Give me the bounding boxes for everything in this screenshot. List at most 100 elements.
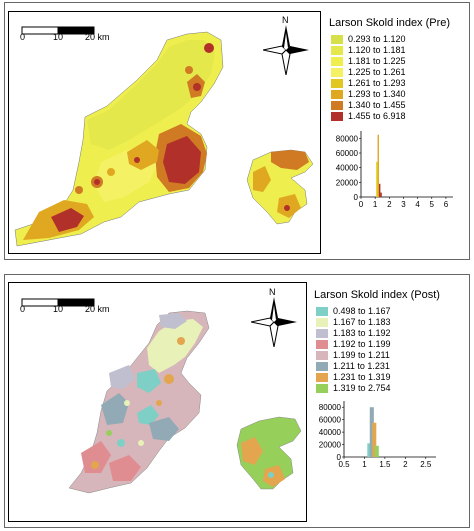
pre-hist-bar [377, 134, 379, 197]
post-legend-swatch [316, 340, 328, 349]
post-legend-label: 1.211 to 1.231 [333, 361, 390, 371]
post-hist-bar [367, 443, 372, 457]
post-legend-label: 1.319 to 2.754 [333, 383, 391, 393]
post-east-zone-orange2 [263, 465, 285, 487]
pre-zone-red-west [51, 208, 84, 232]
pre-legend-label: 0.293 to 1.120 [348, 34, 406, 44]
post-legend-swatch [316, 373, 328, 382]
post-legend-label: 1.192 to 1.199 [333, 339, 391, 349]
post-hist-bar [369, 407, 374, 457]
pre-legend-label: 1.261 to 1.293 [348, 78, 406, 88]
pre-hist-y-tick-label: 20000 [336, 178, 359, 187]
pre-scalebar-graphic [21, 26, 95, 35]
pre-legend-swatch [331, 35, 343, 44]
post-legend-label: 1.183 to 1.192 [333, 328, 391, 338]
post-legend-title: Larson Skold index (Post) [314, 289, 440, 301]
post-hist-y-tick-label: 0 [337, 453, 342, 462]
post-hist-x-tick-label: 2 [403, 460, 408, 469]
post-zone-bluegrey-center [149, 417, 179, 441]
post-legend-label: 1.167 to 1.183 [333, 317, 391, 327]
post-scale-label-10: 10 [53, 304, 64, 314]
post-legend-swatch [316, 318, 328, 327]
pre-hist-bar [378, 183, 381, 197]
north-arrow-icon [250, 297, 297, 352]
post-east-island [236, 416, 302, 490]
north-arrow-icon [262, 25, 309, 80]
pre-legend-label: 1.340 to 1.455 [348, 100, 406, 110]
post-hist-bar [372, 422, 377, 457]
post-compass-graphic [250, 297, 297, 348]
post-zone-grey-mid [109, 365, 135, 389]
pre-hist-x-tick-label: 1 [373, 200, 378, 209]
post-zone-bluegrey-west [101, 393, 129, 425]
pre-legend-label: 1.225 to 1.261 [348, 67, 406, 77]
pre-scale-label-0: 0 [20, 32, 26, 42]
pre-hist-x-tick-label: 6 [444, 200, 449, 209]
pre-zone-red-east [163, 136, 201, 184]
pre-scale-label-10: 10 [53, 32, 64, 42]
pre-legend-swatch [331, 57, 343, 66]
post-north-label: N [269, 287, 276, 297]
post-map-panel: 0 10 20 km N Larson Skold index (Post) 0… [4, 274, 470, 528]
pre-map [14, 31, 314, 247]
post-legend-swatch [316, 307, 328, 316]
pre-north-label: N [282, 15, 289, 25]
post-histogram-chart: 80000 60000 40000 20000 00.5 1 1.5 2 2.5 [319, 401, 436, 469]
post-legend-swatch [316, 329, 328, 338]
pre-east-zone-orange [271, 150, 309, 170]
pre-legend-label: 1.120 to 1.181 [348, 45, 406, 55]
post-scalebar [21, 295, 101, 313]
pre-legend-label: 1.455 to 6.918 [348, 111, 406, 121]
post-hist-y-tick-label: 40000 [319, 428, 342, 437]
pre-legend-swatch [331, 79, 343, 88]
pre-legend-title: Larson Skold index (Pre) [329, 17, 451, 29]
post-hist-x-tick-label: 1.5 [379, 460, 391, 469]
post-zone-teal-mid [137, 369, 161, 393]
pre-hist-x-tick-label: 3 [401, 200, 406, 209]
post-legend-label: 1.231 to 1.319 [333, 372, 391, 382]
pre-compass-graphic [262, 25, 309, 76]
pre-hist-x-tick-label: 4 [415, 200, 420, 209]
post-hist-y-tick-label: 20000 [319, 441, 342, 450]
post-histogram: 80000 60000 40000 20000 0 0.5 1 1.5 2 2.5 [308, 395, 442, 476]
pre-legend-swatch [331, 90, 343, 99]
post-legend-swatch [316, 351, 328, 360]
post-hist-y-tick-label: 60000 [319, 416, 342, 425]
post-hist-y-tick-label: 80000 [319, 403, 342, 412]
post-zone-grey-north [159, 313, 187, 329]
pre-legend-swatch [331, 46, 343, 55]
post-legend-label: 0.498 to 1.167 [333, 306, 391, 316]
pre-hist-x-tick-label: 2 [387, 200, 392, 209]
post-hist-x-tick-label: 2.5 [420, 460, 432, 469]
pre-hist-y-tick-label: 80000 [336, 134, 359, 143]
post-scale-label-20: 20 km [85, 304, 110, 314]
pre-hist-bar [376, 161, 378, 197]
post-zone-pink-west [81, 441, 111, 473]
pre-hist-y-tick-label: 60000 [336, 149, 359, 158]
pre-legend-swatch [331, 68, 343, 77]
post-hist-x-tick-label: 1 [362, 460, 367, 469]
pre-legend-swatch [331, 101, 343, 110]
post-legend-label: 1.199 to 1.211 [333, 350, 390, 360]
pre-scalebar [21, 23, 101, 41]
post-legend-swatch [316, 362, 328, 371]
post-map [68, 310, 302, 494]
pre-zone-light [87, 40, 215, 150]
post-legend: Larson Skold index (Post) 0.498 to 1.167… [314, 289, 464, 394]
pre-map-panel: 0 10 20 km N Larson Skold index (Pre) 0.… [4, 2, 470, 260]
pre-legend-swatch [331, 112, 343, 121]
post-east-zone-orange [241, 437, 263, 465]
pre-legend-label: 1.181 to 1.225 [348, 56, 406, 66]
pre-hist-bar [380, 192, 382, 197]
post-hist-x-tick-label: 0.5 [338, 460, 350, 469]
pre-scale-label-20: 20 km [85, 32, 110, 42]
pre-east-zone-gold [253, 166, 271, 192]
post-scalebar-graphic [21, 298, 95, 307]
pre-hist-x-tick-label: 0 [359, 200, 364, 209]
post-zone-pink-south [109, 455, 141, 481]
pre-legend-label: 1.293 to 1.340 [348, 89, 406, 99]
post-legend-swatch [316, 384, 328, 393]
post-zone-teal-center [137, 405, 159, 425]
pre-hist-y-tick-label: 40000 [336, 164, 359, 173]
